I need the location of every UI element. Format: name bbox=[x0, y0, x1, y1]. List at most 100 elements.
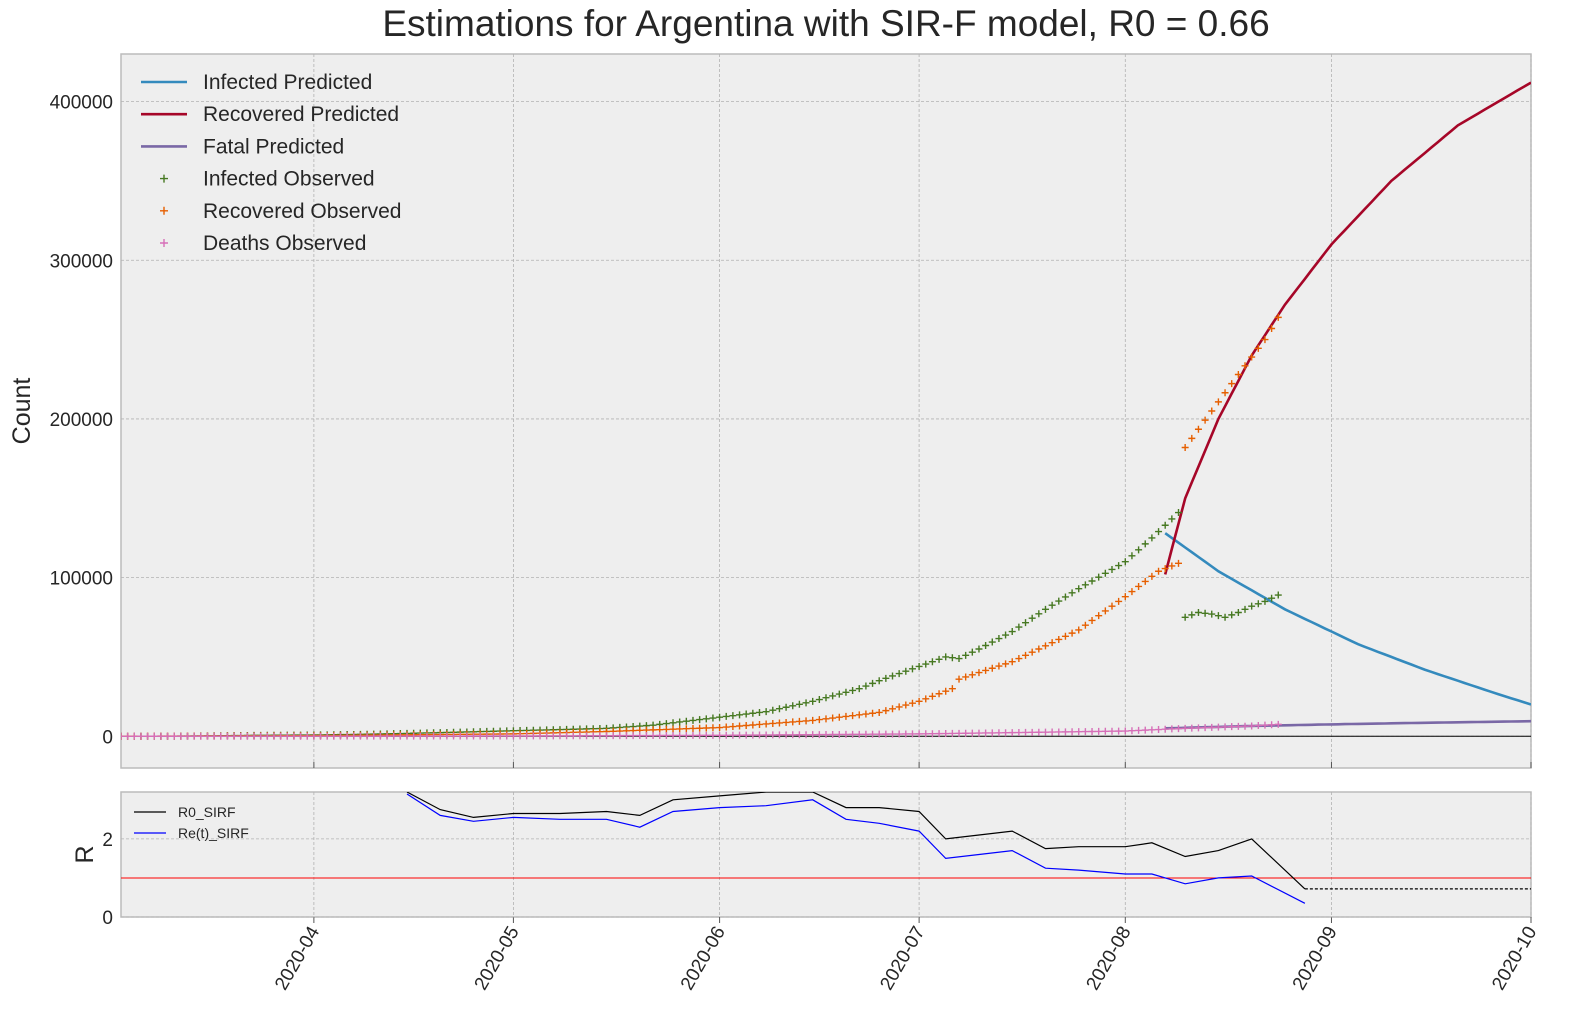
deaths-observed-point bbox=[1261, 721, 1269, 729]
recovered-observed-point bbox=[915, 697, 923, 705]
deaths-observed-point bbox=[317, 732, 325, 740]
recovered-observed-point bbox=[902, 701, 910, 709]
recovered-observed-point bbox=[1068, 629, 1076, 637]
recovered-observed-point bbox=[1101, 607, 1109, 615]
deaths-observed-point bbox=[609, 732, 617, 740]
infected-observed-point bbox=[968, 648, 976, 656]
infected-observed-point bbox=[895, 670, 903, 678]
infected-observed-point bbox=[889, 672, 897, 680]
recovered-observed-point bbox=[942, 687, 950, 695]
recovered-observed-point bbox=[1148, 572, 1156, 580]
deaths-observed-point bbox=[203, 732, 211, 740]
recovered-observed-point bbox=[709, 724, 717, 732]
deaths-observed-point bbox=[1015, 729, 1023, 737]
infected-observed-point bbox=[1161, 521, 1169, 529]
x-tick-label: 2020-05 bbox=[471, 923, 524, 994]
infected-observed-point bbox=[1061, 593, 1069, 601]
infected-observed-point bbox=[849, 686, 857, 694]
recovered-observed-point bbox=[1081, 621, 1089, 629]
recovered-observed-point bbox=[1214, 398, 1222, 406]
deaths-observed-point bbox=[1241, 722, 1249, 730]
recovered-observed-point bbox=[782, 718, 790, 726]
deaths-observed-point bbox=[1221, 723, 1229, 731]
deaths-observed-point bbox=[829, 731, 837, 739]
deaths-observed-point bbox=[875, 730, 883, 738]
recovered-observed-point bbox=[802, 717, 810, 725]
deaths-observed-point bbox=[908, 730, 916, 738]
deaths-observed-point bbox=[1155, 726, 1163, 734]
deaths-observed-point bbox=[416, 732, 424, 740]
infected-observed-point bbox=[702, 715, 710, 723]
deaths-observed-point bbox=[869, 730, 877, 738]
infected-observed-point bbox=[709, 714, 717, 722]
recovered-observed-point bbox=[702, 724, 710, 732]
infected-observed-point bbox=[795, 700, 803, 708]
infected-observed-point bbox=[1095, 573, 1103, 581]
deaths-observed-point bbox=[1002, 729, 1010, 737]
deaths-observed-point bbox=[769, 731, 777, 739]
recovered-observed-point bbox=[689, 724, 697, 732]
deaths-observed-point bbox=[1135, 726, 1143, 734]
deaths-observed-point bbox=[443, 732, 451, 740]
re-t-sirf-line bbox=[406, 793, 1306, 904]
y-tick-label: 100000 bbox=[50, 569, 113, 590]
deaths-observed-point bbox=[410, 732, 418, 740]
legend-deaths-observed-swatch bbox=[160, 239, 168, 247]
infected-observed-point bbox=[1075, 585, 1083, 593]
deaths-observed-point bbox=[563, 732, 571, 740]
infected-observed-point bbox=[1148, 534, 1156, 542]
recovered-observed-point bbox=[1041, 642, 1049, 650]
deaths-observed-point bbox=[622, 732, 630, 740]
infected-observed-point bbox=[822, 694, 830, 702]
deaths-observed-point bbox=[1075, 728, 1083, 736]
recovered-observed-point bbox=[968, 671, 976, 679]
deaths-observed-point bbox=[283, 732, 291, 740]
infected-observed-point bbox=[922, 660, 930, 668]
deaths-observed-point bbox=[1008, 729, 1016, 737]
deaths-observed-point bbox=[470, 732, 477, 740]
legend-infected-observed-swatch bbox=[160, 174, 168, 183]
recovered-observed-point bbox=[1254, 344, 1262, 352]
infected-observed-point bbox=[995, 635, 1003, 643]
infected-observed-point bbox=[1228, 611, 1236, 619]
deaths-observed-point bbox=[523, 732, 531, 740]
recovered-predicted-line bbox=[1163, 81, 1531, 575]
deaths-observed-point bbox=[350, 732, 358, 740]
recovered-observed-point bbox=[1194, 425, 1202, 433]
deaths-observed-point bbox=[583, 732, 591, 740]
infected-observed-point bbox=[729, 712, 737, 720]
deaths-observed-point bbox=[968, 729, 976, 737]
deaths-observed-point bbox=[270, 732, 278, 740]
deaths-observed-point bbox=[529, 732, 537, 740]
deaths-observed-point bbox=[197, 732, 205, 740]
infected-observed-point bbox=[682, 717, 690, 725]
deaths-observed-point bbox=[303, 732, 311, 740]
deaths-observed-point bbox=[184, 732, 192, 740]
infected-observed-point bbox=[1268, 594, 1276, 602]
deaths-observed-point bbox=[549, 732, 557, 740]
recovered-observed-point bbox=[736, 722, 744, 730]
infected-observed-point bbox=[809, 697, 817, 705]
deaths-observed-point bbox=[396, 732, 404, 740]
deaths-observed-point bbox=[1194, 724, 1202, 732]
y-axis-title: Count bbox=[8, 378, 36, 445]
deaths-observed-point bbox=[649, 732, 657, 740]
deaths-observed-point bbox=[144, 732, 152, 740]
deaths-observed-point bbox=[815, 731, 823, 739]
recovered-observed-point bbox=[696, 724, 704, 732]
infected-predicted-line bbox=[1164, 532, 1531, 706]
recovered-observed-point bbox=[656, 726, 664, 734]
deaths-observed-point bbox=[243, 732, 251, 740]
r-plot-area bbox=[120, 791, 1532, 918]
deaths-observed-point bbox=[1188, 724, 1196, 732]
legend-infected-predicted-label: Infected Predicted bbox=[203, 71, 372, 94]
deaths-observed-point bbox=[1201, 724, 1209, 732]
deaths-observed-point bbox=[749, 731, 757, 739]
infected-observed-point bbox=[1081, 581, 1089, 589]
deaths-observed-point bbox=[662, 731, 670, 739]
infected-observed-point bbox=[755, 708, 763, 716]
infected-observed-point bbox=[1168, 515, 1176, 523]
deaths-observed-point bbox=[702, 731, 710, 739]
infected-observed-point bbox=[1108, 565, 1116, 573]
deaths-observed-point bbox=[423, 732, 431, 740]
